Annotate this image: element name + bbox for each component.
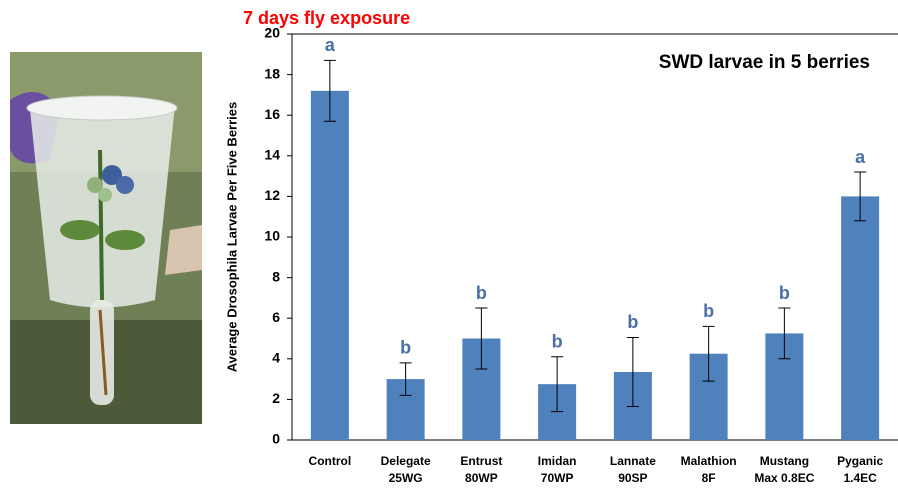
x-tick-label: Malathion <box>681 454 737 468</box>
error-bar <box>626 336 639 408</box>
chart-title: 7 days fly exposure <box>243 8 410 28</box>
y-tick-label: 6 <box>272 309 280 325</box>
x-tick-label: Delegate <box>381 454 431 468</box>
y-tick-label: 18 <box>264 65 280 81</box>
x-tick-label: Entrust <box>460 454 502 468</box>
x-tick-label: Mustang <box>760 454 809 468</box>
x-tick-label: Imidan <box>538 454 577 468</box>
y-tick-label: 16 <box>264 106 280 122</box>
x-tick-label: 70WP <box>541 471 574 485</box>
x-tick-label: 1.4EC <box>843 471 877 485</box>
significance-letter: b <box>703 301 714 321</box>
y-axis-label: Average Drosophila Larvae Per Five Berri… <box>224 102 239 372</box>
significance-letter: a <box>855 147 866 167</box>
x-tick-label: 90SP <box>618 471 647 485</box>
significance-letter: b <box>476 283 487 303</box>
x-tick-label: Max 0.8EC <box>754 471 814 485</box>
y-tick-label: 2 <box>272 390 280 406</box>
x-tick-label: Pyganic <box>837 454 883 468</box>
significance-letter: b <box>779 283 790 303</box>
error-bar <box>399 362 412 396</box>
y-tick-label: 14 <box>264 147 280 163</box>
significance-letter: b <box>552 332 563 352</box>
photo <box>10 52 202 424</box>
y-tick-label: 10 <box>264 228 280 244</box>
chart-subtitle: SWD larvae in 5 berries <box>659 52 870 73</box>
y-tick-label: 0 <box>272 431 280 447</box>
error-bar <box>854 171 867 222</box>
x-tick-label: 25WG <box>389 471 423 485</box>
x-tick-label: 8F <box>702 471 716 485</box>
error-bar <box>475 307 488 370</box>
error-bar <box>551 356 564 413</box>
x-tick-label: 80WP <box>465 471 498 485</box>
y-tick-label: 20 <box>264 25 280 41</box>
x-tick-label: Lannate <box>610 454 656 468</box>
error-bar <box>778 307 791 360</box>
error-bar <box>702 325 715 382</box>
x-tick-label: Control <box>309 454 352 468</box>
bar <box>310 90 349 440</box>
y-tick-label: 12 <box>264 187 280 203</box>
significance-letter: a <box>325 35 336 55</box>
y-tick-label: 8 <box>272 268 280 284</box>
error-bar <box>323 59 336 122</box>
bar <box>841 196 880 440</box>
y-tick-label: 4 <box>272 350 280 366</box>
significance-letter: b <box>627 312 638 332</box>
significance-letter: b <box>400 338 411 358</box>
